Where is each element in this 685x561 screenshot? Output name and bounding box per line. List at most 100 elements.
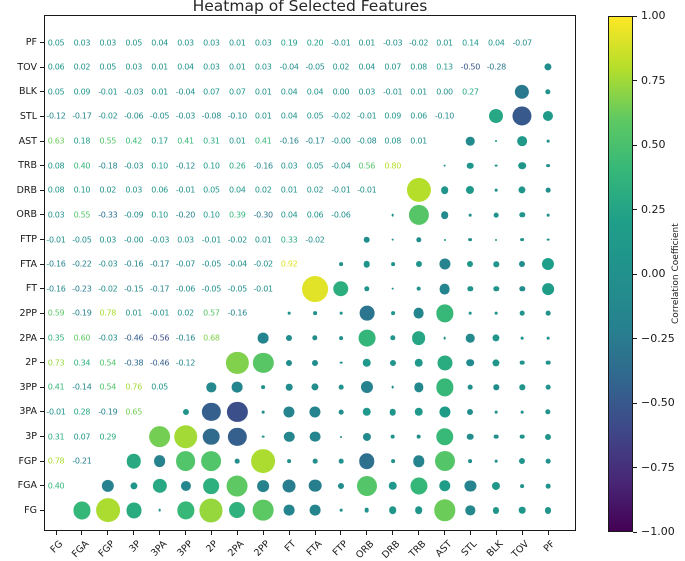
y-tick-label-TRB: TRB: [18, 160, 37, 172]
corr-bubble-AST-STL: [466, 136, 475, 146]
colorbar-tick: [633, 467, 637, 468]
corr-text-3PA-FGA: 0.28: [73, 407, 91, 417]
corr-text-PF-AST: 0.01: [436, 38, 453, 47]
corr-text-TRB-2PP: -0.16: [253, 161, 274, 171]
x-tick: [366, 531, 368, 535]
corr-text-STL-AST: -0.10: [434, 111, 455, 121]
corr-text-2PP-2P: 0.57: [203, 308, 220, 318]
y-tick: [40, 362, 44, 364]
corr-bubble-BLK-PF: [545, 89, 551, 95]
corr-text-AST-2PA: 0.01: [228, 136, 246, 146]
corr-text-PF-2P: 0.03: [203, 38, 220, 47]
corr-text-FGP-FG: 0.78: [47, 456, 65, 466]
corr-bubble-ORB-BLK: [493, 212, 499, 218]
corr-bubble-FTA-STL: [467, 261, 474, 268]
corr-text-3PP-3P: 0.76: [125, 382, 142, 392]
colorbar: [608, 16, 633, 532]
y-tick-label-PF: PF: [25, 37, 37, 48]
corr-bubble-2PA-TOV: [520, 336, 524, 340]
y-tick: [40, 165, 44, 167]
corr-bubble-ORB-DRB: [391, 213, 395, 217]
corr-text-2PA-FGA: 0.60: [73, 333, 91, 343]
corr-text-DRB-FGA: 0.10: [73, 185, 91, 195]
corr-text-FTA-2P: -0.05: [201, 259, 222, 269]
corr-bubble-FTA-BLK: [493, 261, 499, 267]
corr-bubble-FGA-3PA: [152, 478, 167, 493]
corr-text-BLK-FTA: 0.04: [306, 87, 324, 97]
corr-bubble-3P-TOV: [519, 434, 525, 439]
corr-text-AST-FTA: -0.17: [305, 136, 325, 146]
corr-text-TRB-3PA: 0.10: [151, 161, 168, 171]
corr-text-PF-3PA: 0.04: [151, 38, 168, 47]
corr-text-3PP-FGA: -0.14: [72, 382, 92, 392]
corr-bubble-2PA-STL: [466, 333, 475, 343]
corr-bubble-3P-2P: [203, 428, 220, 445]
x-tick: [236, 531, 238, 535]
corr-text-STL-2PA: -0.10: [227, 111, 248, 121]
corr-bubble-FTA-FTP: [338, 262, 343, 267]
colorbar-tick-label: −0.25: [641, 331, 675, 345]
corr-bubble-3P-2PP: [261, 435, 265, 438]
corr-text-BLK-AST: 0.00: [436, 87, 453, 97]
x-tick: [547, 531, 549, 535]
corr-bubble-FTP-BLK: [495, 238, 498, 241]
corr-bubble-FTP-DRB: [391, 238, 395, 241]
corr-bubble-BLK-TOV: [515, 84, 530, 99]
corr-text-FT-FGP: -0.02: [98, 284, 118, 294]
corr-text-BLK-2PP: 0.01: [254, 87, 272, 97]
corr-text-STL-FTA: 0.05: [306, 111, 324, 121]
corr-bubble-3PA-2PA: [227, 401, 248, 423]
corr-text-TOV-FT: -0.04: [279, 62, 299, 72]
corr-text-TOV-2PP: 0.03: [254, 62, 272, 72]
y-tick-label-FTA: FTA: [20, 258, 37, 270]
corr-bubble-FG-TRB: [414, 506, 423, 515]
corr-text-DRB-3PA: 0.06: [151, 185, 168, 195]
colorbar-tick-label: 0.00: [641, 267, 666, 280]
corr-text-2P-3PP: -0.12: [175, 358, 196, 368]
corr-bubble-2P-AST: [436, 355, 453, 371]
x-tick: [55, 531, 57, 535]
x-tick-label-AST: AST: [433, 538, 454, 560]
corr-bubble-DRB-STL: [466, 186, 475, 195]
corr-bubble-FGA-BLK: [492, 481, 501, 490]
corr-bubble-FGP-2PA: [234, 458, 240, 464]
corr-text-FTA-3PA: -0.17: [149, 259, 170, 269]
x-tick-label-3P: 3P: [126, 538, 144, 555]
corr-text-TRB-3P: -0.03: [124, 161, 144, 171]
corr-bubble-3PP-STL: [468, 384, 473, 390]
corr-bubble-3PP-BLK: [493, 384, 499, 391]
corr-text-DRB-FT: 0.01: [280, 185, 298, 195]
y-tick: [40, 140, 44, 142]
corr-bubble-2P-FT: [286, 359, 293, 366]
corr-text-3PP-3PA: 0.05: [151, 382, 168, 392]
corr-bubble-FGP-AST: [434, 451, 455, 472]
x-tick-label-DRB: DRB: [379, 538, 403, 561]
corr-text-AST-FG: 0.63: [47, 136, 65, 146]
y-tick-label-FTP: FTP: [20, 234, 37, 246]
corr-text-ORB-FTP: -0.06: [331, 210, 351, 220]
corr-bubble-3PA-DRB: [389, 408, 396, 416]
corr-text-2PP-3P: 0.01: [125, 308, 142, 318]
colorbar-tick: [633, 209, 637, 210]
corr-bubble-3P-ORB: [362, 432, 371, 441]
y-tick: [40, 42, 44, 43]
corr-text-2PA-3PP: -0.16: [175, 333, 196, 343]
y-tick-label-STL: STL: [19, 110, 37, 122]
corr-text-TOV-3PP: 0.04: [177, 62, 194, 72]
x-tick-label-2PP: 2PP: [252, 538, 273, 559]
x-tick: [159, 531, 161, 535]
corr-bubble-TRB-STL: [467, 162, 474, 169]
corr-text-DRB-3P: 0.03: [125, 185, 142, 195]
corr-bubble-FGA-TOV: [520, 483, 525, 488]
x-tick: [495, 531, 497, 535]
x-tick-label-ORB: ORB: [353, 538, 377, 561]
corr-bubble-FT-ORB: [364, 286, 370, 292]
corr-text-FTP-FG: -0.01: [46, 235, 66, 245]
corr-bubble-3PA-2P: [202, 402, 221, 422]
corr-bubble-2PP-STL: [469, 312, 472, 315]
corr-bubble-FG-TOV: [518, 507, 526, 514]
plot-area: PF TOV BLK STL AST TRB DRB ORB FTP FTA FT 2PP 2PA 2P 3…: [16, 15, 576, 561]
x-tick: [107, 531, 109, 535]
corr-text-TOV-2PA: 0.01: [228, 62, 246, 72]
